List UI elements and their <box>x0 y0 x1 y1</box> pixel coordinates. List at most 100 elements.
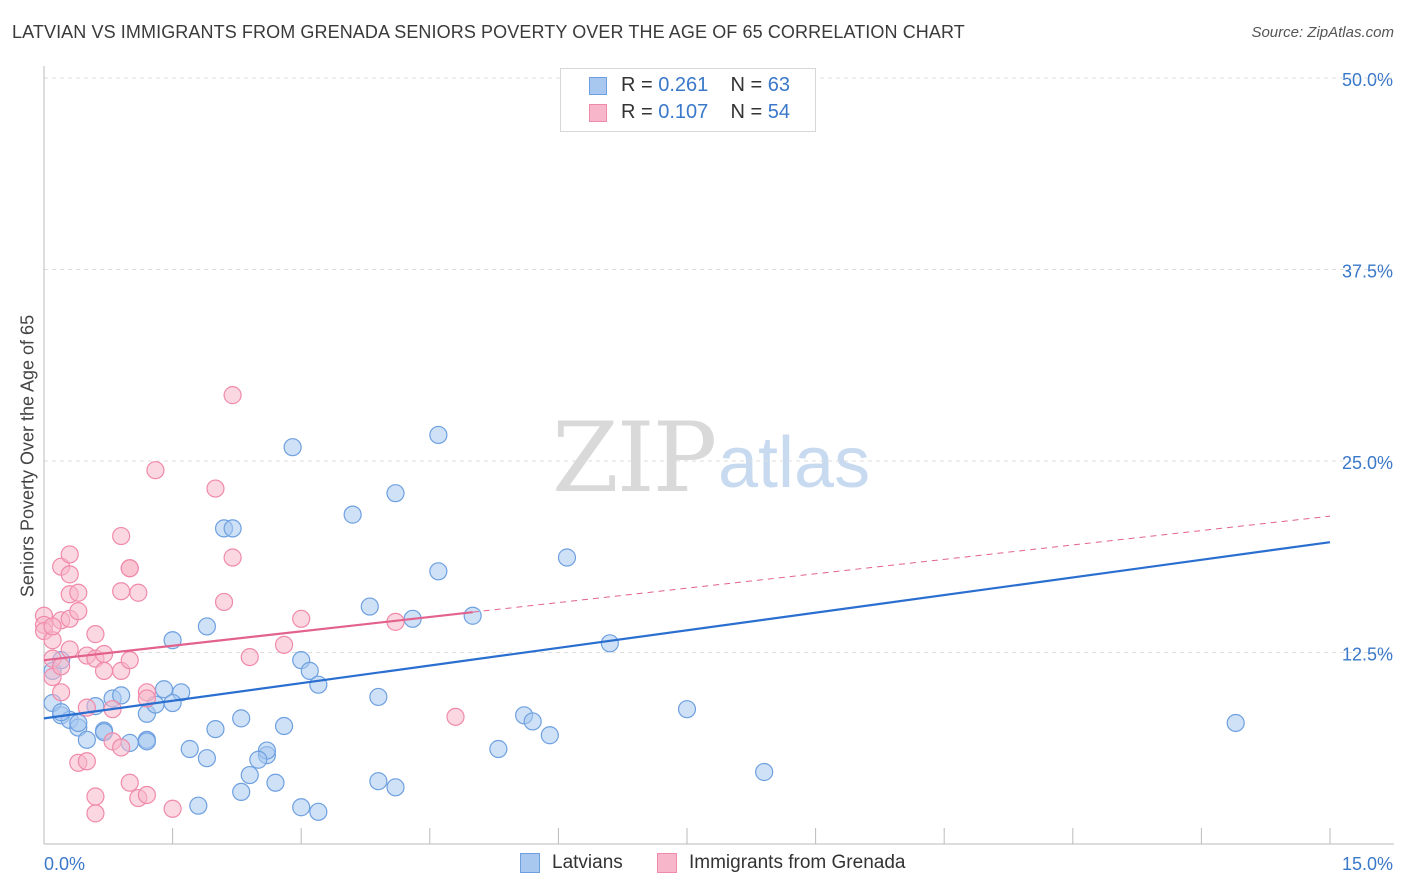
point-grenada <box>223 548 242 567</box>
watermark-zip: ZIP <box>552 402 717 514</box>
point-grenada <box>43 617 62 636</box>
point-grenada <box>60 640 79 659</box>
point-grenada <box>69 583 88 602</box>
point-latvians <box>386 484 405 503</box>
point-latvians <box>523 712 542 731</box>
point-latvians <box>232 709 251 728</box>
y-tick-label: 37.5% <box>1342 262 1393 282</box>
point-grenada <box>274 635 294 654</box>
point-latvians <box>557 548 577 567</box>
point-latvians <box>300 661 319 680</box>
trendline-grenada-extension <box>472 515 1331 613</box>
r-value: 0.261 <box>658 74 709 96</box>
point-latvians <box>137 732 156 751</box>
point-latvians <box>360 597 379 616</box>
watermark-atlas: atlas <box>718 423 871 503</box>
point-latvians <box>489 739 508 759</box>
point-latvians <box>249 750 268 769</box>
point-latvians <box>309 802 328 821</box>
point-grenada <box>52 683 71 702</box>
y-tick-label: 12.5% <box>1342 645 1393 665</box>
point-grenada <box>112 582 131 601</box>
chart-title: LATVIAN VS IMMIGRANTS FROM GRENADA SENIO… <box>12 22 965 42</box>
point-grenada <box>60 545 79 564</box>
point-grenada <box>129 583 148 602</box>
point-latvians <box>189 796 208 815</box>
point-grenada <box>146 461 165 480</box>
point-grenada <box>86 787 105 806</box>
point-grenada <box>120 651 139 670</box>
point-latvians <box>52 703 71 722</box>
point-grenada <box>137 785 156 805</box>
point-grenada <box>94 661 114 680</box>
point-latvians <box>266 773 285 792</box>
legend-swatch-grenada <box>657 853 677 873</box>
point-latvians <box>429 425 448 445</box>
point-grenada <box>446 707 465 726</box>
r-label: R = <box>621 74 659 96</box>
point-latvians <box>677 700 697 719</box>
n-label: N = <box>730 74 768 96</box>
point-latvians <box>1226 713 1245 733</box>
trendline-grenada <box>43 611 473 662</box>
point-latvians <box>309 675 328 694</box>
stats-box: R = 0.261 N = 63 R = 0.107 N = 54 <box>560 68 816 132</box>
point-grenada <box>120 773 139 792</box>
point-grenada <box>60 565 79 584</box>
point-latvians <box>232 782 251 802</box>
legend-label-latvians: Latvians <box>552 852 623 873</box>
x-tick-label-min: 0.0% <box>44 854 85 874</box>
point-latvians <box>154 680 174 699</box>
point-grenada <box>86 625 105 644</box>
point-grenada <box>223 386 242 405</box>
legend-swatch-latvians <box>520 853 540 873</box>
y-tick-label: 50.0% <box>1342 70 1393 90</box>
stats-swatch-grenada <box>589 104 607 122</box>
point-latvians <box>77 730 96 749</box>
point-latvians <box>69 713 88 733</box>
point-latvians <box>283 438 302 457</box>
x-tick-label-max: 15.0% <box>1342 854 1393 874</box>
legend-item-grenada[interactable]: Immigrants from Grenada <box>657 852 905 874</box>
n-label: N = <box>730 101 768 123</box>
r-label: R = <box>621 101 659 123</box>
point-latvians <box>163 693 182 713</box>
trendline-latvians <box>43 541 1331 720</box>
point-latvians <box>386 778 405 797</box>
point-grenada <box>69 602 88 621</box>
point-grenada <box>240 647 259 667</box>
point-latvians <box>206 719 225 739</box>
r-value: 0.107 <box>658 101 709 123</box>
point-latvians <box>197 749 216 768</box>
point-latvians <box>600 634 619 653</box>
point-grenada <box>86 804 105 823</box>
point-latvians <box>369 687 388 707</box>
point-latvians <box>429 562 448 581</box>
source-credit: Source: ZipAtlas.com <box>1251 24 1394 41</box>
point-latvians <box>197 617 216 636</box>
legend-label-grenada: Immigrants from Grenada <box>689 852 906 873</box>
point-grenada <box>77 752 96 771</box>
n-value: 54 <box>767 101 791 123</box>
point-grenada <box>206 479 225 498</box>
point-latvians <box>240 765 259 785</box>
point-latvians <box>463 606 482 625</box>
point-latvians <box>755 762 774 782</box>
point-latvians <box>180 739 199 759</box>
stats-swatch-latvians <box>589 77 607 95</box>
point-latvians <box>112 686 131 705</box>
legend: Latvians Immigrants from Grenada <box>0 850 1406 880</box>
point-grenada <box>52 657 71 676</box>
point-grenada <box>112 738 131 757</box>
point-latvians <box>274 716 294 736</box>
point-grenada <box>120 559 139 578</box>
point-grenada <box>112 526 131 546</box>
point-grenada <box>292 609 311 628</box>
legend-item-latvians[interactable]: Latvians <box>520 852 623 874</box>
point-latvians <box>369 772 388 791</box>
point-latvians <box>540 726 559 745</box>
point-grenada <box>214 592 234 612</box>
y-tick-label: 25.0% <box>1342 453 1393 473</box>
point-latvians <box>223 519 242 538</box>
